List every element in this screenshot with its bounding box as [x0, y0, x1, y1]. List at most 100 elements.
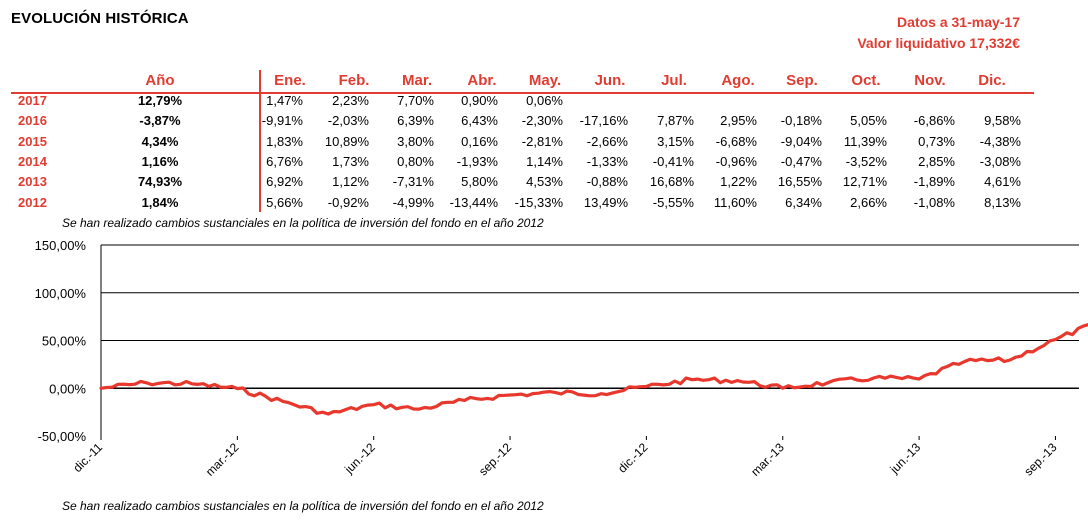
monthly-return: 0,16%	[461, 134, 498, 149]
monthly-return: 0,73%	[918, 134, 955, 149]
annual-return: 12,79%	[137, 93, 183, 108]
monthly-return: -2,30%	[521, 113, 563, 128]
y-tick-label: 0,00%	[49, 381, 86, 396]
monthly-return: 1,83%	[266, 134, 303, 149]
data-date: Datos a 31-may-17	[897, 14, 1020, 30]
monthly-return: 1,22%	[720, 174, 757, 189]
monthly-return: 6,92%	[266, 174, 303, 189]
monthly-return: 10,89%	[324, 134, 369, 149]
monthly-return: 7,87%	[657, 113, 694, 128]
monthly-return: -0,47%	[780, 154, 822, 169]
monthly-return: 1,12%	[332, 174, 369, 189]
annual-return: 1,16%	[141, 154, 179, 169]
month-header: Dic.	[978, 72, 1006, 89]
monthly-return: 11,60%	[713, 195, 757, 210]
month-header: Abr.	[467, 72, 497, 89]
month-header: Nov.	[914, 72, 946, 89]
monthly-return: -13,44%	[449, 195, 498, 210]
annual-return: 4,34%	[141, 134, 179, 149]
monthly-return: -15,33%	[514, 195, 563, 210]
monthly-return: 5,66%	[266, 195, 303, 210]
y-tick-label: 100,00%	[35, 286, 87, 301]
monthly-return: 2,95%	[720, 113, 757, 128]
annual-return: 74,93%	[137, 174, 183, 189]
month-header: Ene.	[274, 72, 306, 89]
monthly-return: 11,39%	[843, 134, 887, 149]
monthly-return: -1,89%	[913, 174, 955, 189]
row-year: 2014	[18, 154, 47, 169]
month-header: Ago.	[721, 72, 755, 89]
series-line	[99, 322, 1088, 416]
policy-note-bottom: Se han realizado cambios sustanciales en…	[62, 499, 544, 513]
x-tick-label: dic.-12	[615, 440, 651, 476]
monthly-return: 12,71%	[842, 174, 887, 189]
monthly-return: -2,81%	[521, 134, 563, 149]
x-tick-label: jun.-12	[341, 440, 378, 477]
net-asset-value: Valor liquidativo 17,332€	[857, 35, 1020, 51]
y-tick-label: 50,00%	[42, 334, 87, 349]
monthly-return: -0,88%	[586, 174, 628, 189]
month-header: Sep.	[786, 72, 818, 89]
x-tick-label: dic.-11	[70, 440, 105, 475]
monthly-return: 6,39%	[397, 113, 434, 128]
monthly-return: -3,08%	[979, 154, 1021, 169]
x-tick-label: mar.-12	[203, 440, 242, 479]
monthly-return: -2,03%	[327, 113, 369, 128]
monthly-return: -7,31%	[392, 174, 434, 189]
month-header: Jun.	[594, 72, 626, 89]
row-year: 2015	[18, 134, 47, 149]
monthly-return: 3,15%	[657, 134, 694, 149]
monthly-return: -9,91%	[261, 113, 303, 128]
x-tick-label: sep.-12	[476, 440, 514, 478]
monthly-return: -0,18%	[780, 113, 822, 128]
monthly-return: -4,38%	[979, 134, 1021, 149]
monthly-return: -1,08%	[913, 195, 955, 210]
monthly-return: 1,14%	[526, 154, 563, 169]
month-header: Feb.	[338, 72, 370, 89]
monthly-return: 6,34%	[785, 195, 822, 210]
monthly-return: -1,33%	[586, 154, 628, 169]
month-header: Jul.	[661, 72, 687, 89]
fund-info: Datos a 31-may-17 Valor liquidativo 17,3…	[857, 12, 1020, 54]
month-header: May.	[528, 72, 562, 89]
monthly-return: 5,80%	[461, 174, 498, 189]
monthly-return: 7,70%	[397, 93, 434, 108]
policy-note-top: Se han realizado cambios sustanciales en…	[62, 216, 544, 230]
table-header-rule	[11, 92, 1034, 94]
row-year: 2013	[18, 174, 47, 189]
monthly-return: 0,06%	[526, 93, 563, 108]
monthly-return: 6,76%	[266, 154, 303, 169]
year-column-header: Año	[145, 72, 175, 89]
monthly-return: 13,49%	[583, 195, 628, 210]
monthly-return: -6,86%	[913, 113, 955, 128]
monthly-return: 0,90%	[461, 93, 498, 108]
monthly-return: -17,16%	[579, 113, 628, 128]
table-year-divider	[259, 70, 261, 212]
x-tick-label: sep.-13	[1021, 440, 1059, 478]
monthly-return: -5,55%	[652, 195, 694, 210]
monthly-return: 2,23%	[332, 93, 369, 108]
monthly-return: -0,41%	[652, 154, 694, 169]
annual-return: 1,84%	[141, 195, 179, 210]
monthly-return: 8,13%	[984, 195, 1021, 210]
monthly-return: 4,53%	[526, 174, 563, 189]
monthly-return: 16,55%	[777, 174, 822, 189]
monthly-return: 5,05%	[850, 113, 887, 128]
monthly-return: 2,66%	[850, 195, 887, 210]
row-year: 2016	[18, 113, 47, 128]
month-header: Oct.	[851, 72, 881, 89]
monthly-return: 0,80%	[397, 154, 434, 169]
x-tick-label: jun.-13	[887, 440, 924, 477]
monthly-return: -1,93%	[456, 154, 498, 169]
annual-return: -3,87%	[139, 113, 181, 128]
monthly-return: -0,96%	[715, 154, 757, 169]
y-tick-label: -50,00%	[38, 429, 87, 444]
monthly-return: -6,68%	[715, 134, 757, 149]
monthly-return: 4,61%	[984, 174, 1021, 189]
monthly-return: 3,80%	[397, 134, 434, 149]
monthly-return: 16,68%	[649, 174, 694, 189]
monthly-return: -9,04%	[780, 134, 822, 149]
monthly-return: 2,85%	[918, 154, 955, 169]
monthly-return: -3,52%	[845, 154, 887, 169]
